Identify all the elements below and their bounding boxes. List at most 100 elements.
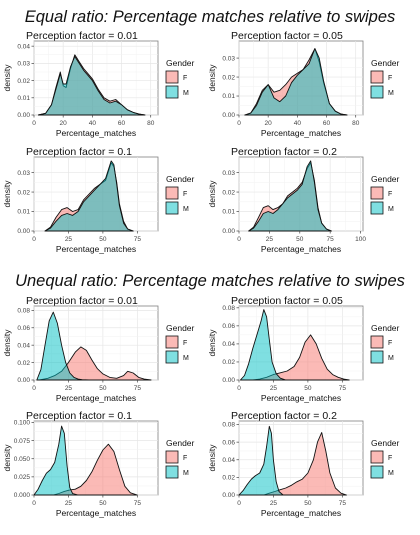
x-tick-label: 25 (65, 500, 73, 507)
y-tick-label: 0.01 (17, 209, 30, 216)
density-area-M (248, 160, 332, 232)
y-tick-label: 0.00 (17, 377, 30, 384)
y-tick-label: 0.04 (17, 342, 30, 349)
density-area-M (238, 425, 284, 496)
y-tick-label: 0.08 (222, 305, 235, 312)
x-tick-label: 50 (304, 385, 312, 392)
density-panel: Perception factor = 0.1 0 25 50 75 0.00 0.01 0.… (2, 146, 195, 254)
legend-title: Gender (371, 323, 400, 333)
y-tick-label: 0.08 (222, 422, 235, 429)
x-tick-label: 0 (32, 500, 36, 507)
x-tick-label: 25 (270, 500, 278, 507)
x-tick-label: 75 (339, 500, 347, 507)
legend-key-M (370, 465, 384, 479)
y-axis-label: density (2, 180, 12, 208)
y-tick-label: 0.00 (222, 377, 235, 384)
legend-title: Gender (166, 58, 195, 68)
x-tick-label: 25 (266, 236, 274, 243)
x-tick-label: 0 (237, 120, 241, 127)
x-tick-label: 60 (118, 120, 126, 127)
x-tick-label: 75 (327, 236, 335, 243)
y-tick-label: 0.025 (14, 474, 31, 481)
y-tick-label: 0.02 (17, 78, 30, 85)
y-axis-label: density (2, 444, 12, 472)
legend-label-M: M (388, 90, 394, 97)
x-tick-label: 100 (355, 236, 366, 243)
x-axis-label: Percentage_matches (261, 128, 341, 138)
y-axis-label: density (2, 64, 12, 92)
y-tick-label: 0.06 (222, 323, 235, 330)
y-tick-label: 0.03 (222, 170, 235, 177)
x-tick-label: 75 (134, 236, 142, 243)
x-tick-label: 75 (339, 385, 347, 392)
x-axis-label: Percentage_matches (56, 508, 136, 518)
y-tick-label: 0.03 (222, 55, 235, 62)
x-tick-label: 20 (60, 120, 68, 127)
y-axis-label: density (207, 329, 217, 357)
legend-key-M (165, 201, 179, 215)
y-tick-label: 0.00 (17, 112, 30, 119)
legend-label-M: M (183, 206, 189, 213)
y-axis-label: density (207, 64, 217, 92)
x-axis-label: Percentage_matches (261, 244, 341, 254)
y-tick-label: 0.00 (222, 492, 235, 499)
legend-title: Gender (371, 174, 400, 184)
legend-label-M: M (183, 470, 189, 477)
panel-title: Perception factor = 0.01 (26, 295, 138, 307)
x-tick-label: 0 (32, 120, 36, 127)
x-axis-label: Percentage_matches (261, 508, 341, 518)
legend-key-F (370, 186, 384, 200)
density-panel: Perception factor = 0.1 0 25 50 75 0.000 0.025… (2, 410, 195, 518)
density-area-F (263, 432, 347, 496)
panel-title: Perception factor = 0.05 (231, 295, 343, 307)
x-tick-label: 25 (270, 385, 278, 392)
x-tick-label: 80 (147, 120, 155, 127)
y-tick-label: 0.02 (222, 74, 235, 81)
legend-title: Gender (371, 58, 400, 68)
y-tick-label: 0.04 (17, 43, 30, 50)
legend-label-F: F (388, 340, 392, 347)
legend-label-F: F (183, 75, 187, 82)
y-tick-label: 0.02 (17, 360, 30, 367)
panel-title: Perception factor = 0.1 (26, 410, 132, 422)
x-tick-label: 50 (296, 236, 304, 243)
density-area-M (44, 160, 134, 232)
y-axis-label: density (207, 180, 217, 208)
legend-key-M (165, 85, 179, 99)
x-tick-label: 50 (304, 500, 312, 507)
y-tick-label: 0.01 (222, 93, 235, 100)
y-axis-label: density (207, 444, 217, 472)
y-tick-label: 0.00 (222, 228, 235, 235)
x-axis-label: Percentage_matches (56, 393, 136, 403)
section-title-unequal: Unequal ratio: Percentage matches relati… (15, 272, 405, 290)
density-panel: Perception factor = 0.01 0 20 40 60 80 0.00 0.0… (2, 30, 195, 138)
x-tick-label: 25 (65, 385, 73, 392)
y-tick-label: 0.02 (17, 189, 30, 196)
legend-title: Gender (166, 174, 195, 184)
y-axis-label: density (2, 329, 12, 357)
legend-key-F (165, 186, 179, 200)
y-tick-label: 0.08 (17, 308, 30, 315)
x-tick-label: 0 (237, 385, 241, 392)
panel-title: Perception factor = 0.2 (231, 410, 337, 422)
y-tick-label: 0.06 (17, 325, 30, 332)
legend-key-F (165, 450, 179, 464)
density-area-M (36, 311, 90, 381)
legend-key-F (370, 335, 384, 349)
x-axis-label: Percentage_matches (261, 393, 341, 403)
legend-label-F: F (388, 75, 392, 82)
density-panel: Perception factor = 0.2 0 25 50 75 0.00 0.02 0.… (207, 410, 400, 518)
legend-label-M: M (388, 206, 394, 213)
y-tick-label: 0.02 (222, 189, 235, 196)
panel-title: Perception factor = 0.01 (26, 30, 138, 42)
y-tick-label: 0.100 (14, 420, 31, 427)
legend-label-F: F (183, 191, 187, 198)
density-area-M (37, 56, 146, 116)
y-tick-label: 0.01 (222, 209, 235, 216)
y-tick-label: 0.000 (14, 492, 31, 499)
x-tick-label: 0 (237, 236, 241, 243)
density-area-M (33, 425, 79, 496)
y-tick-label: 0.075 (14, 438, 31, 445)
legend-label-M: M (183, 355, 189, 362)
